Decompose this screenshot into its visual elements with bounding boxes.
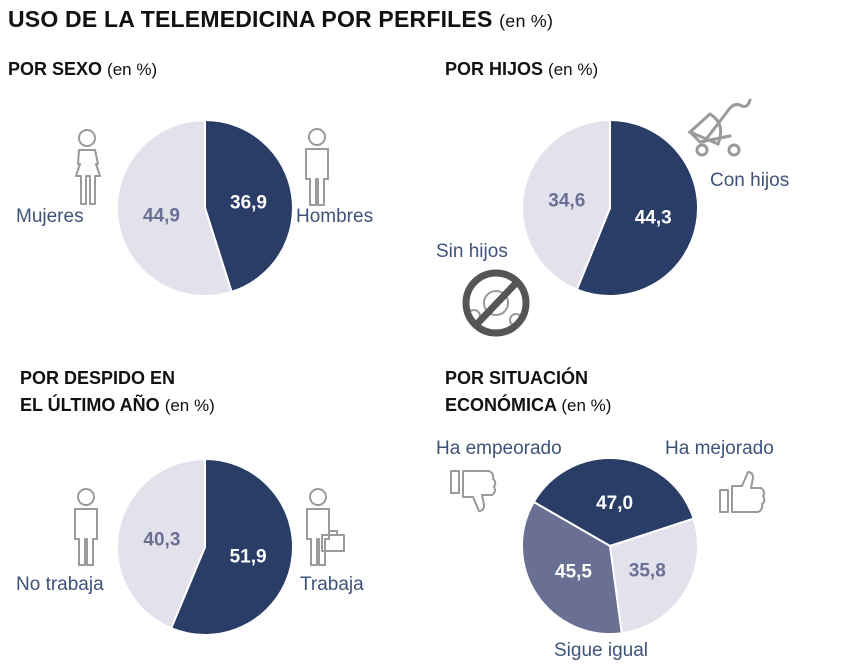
- pie-slice-no-trabaja: [116, 457, 206, 630]
- subtitle-despido: POR DESPIDO EN EL ÚLTIMO AÑO (en %): [20, 365, 215, 419]
- slice-value-con-hijos: 44,3: [635, 207, 672, 228]
- label-mujeres: Mujeres: [16, 206, 84, 227]
- stroller-icon: [687, 98, 752, 157]
- pie-slice-sin-hijos: [521, 118, 611, 291]
- label-hombres: Hombres: [296, 206, 374, 227]
- man-icon: [305, 128, 329, 206]
- slice-value-trabaja: 51,9: [230, 547, 267, 568]
- no-children-icon: [462, 269, 530, 337]
- subtitle-despido-unit: (en %): [164, 396, 215, 415]
- subtitle-economica-line2: ECONÓMICA: [445, 395, 557, 415]
- title-text: USO DE LA TELEMEDICINA POR PERFILES: [8, 6, 493, 32]
- subtitle-despido-line2: EL ÚLTIMO AÑO: [20, 395, 160, 415]
- label-no-trabaja: No trabaja: [16, 574, 104, 595]
- label-trabaja: Trabaja: [300, 574, 364, 595]
- slice-value-sin-hijos: 34,6: [548, 191, 585, 212]
- subtitle-sexo-text: POR SEXO: [8, 59, 103, 79]
- thumbs-up-icon: [719, 471, 766, 513]
- slice-value-sigue-igual: 35,8: [629, 560, 666, 581]
- slice-value-mujeres: 44,9: [143, 206, 180, 227]
- pie-slice-hombres: [204, 118, 294, 294]
- label-ha-mejorado: Ha mejorado: [665, 438, 774, 459]
- slice-value-hombres: 36,9: [230, 192, 267, 213]
- label-con-hijos: Con hijos: [710, 170, 790, 191]
- pie-slice-ha-empeorado: [521, 500, 623, 635]
- title-unit: (en %): [499, 11, 554, 31]
- label-sin-hijos: Sin hijos: [436, 241, 508, 262]
- subtitle-hijos-text: POR HIJOS: [445, 59, 544, 79]
- subtitle-sexo: POR SEXO (en %): [8, 56, 157, 83]
- person-icon: [74, 488, 98, 566]
- pie-slice-trabaja: [169, 457, 294, 636]
- subtitle-economica-line1: POR SITUACIÓN: [445, 368, 589, 388]
- label-sigue-igual: Sigue igual: [554, 640, 649, 661]
- slice-value-ha-empeorado: 45,5: [555, 562, 592, 583]
- pie-slice-con-hijos: [575, 118, 699, 297]
- pie-slice-mujeres: [116, 118, 233, 297]
- subtitle-economica-unit: (en %): [561, 396, 612, 415]
- worker-icon: [306, 488, 345, 566]
- woman-icon: [75, 129, 101, 205]
- thumbs-down-icon: [450, 470, 497, 512]
- subtitle-sexo-unit: (en %): [107, 60, 158, 79]
- subtitle-hijos: POR HIJOS (en %): [445, 56, 598, 83]
- label-ha-empeorado: Ha empeorado: [436, 438, 562, 459]
- slice-value-ha-mejorado: 47,0: [596, 493, 633, 514]
- subtitle-economica: POR SITUACIÓN ECONÓMICA (en %): [445, 365, 611, 419]
- pie-slice-sigue-igual: [608, 517, 699, 635]
- subtitle-despido-line1: POR DESPIDO EN: [20, 368, 176, 388]
- slice-value-no-trabaja: 40,3: [143, 529, 180, 550]
- subtitle-hijos-unit: (en %): [548, 60, 599, 79]
- chart-title: USO DE LA TELEMEDICINA POR PERFILES (en …: [8, 6, 553, 33]
